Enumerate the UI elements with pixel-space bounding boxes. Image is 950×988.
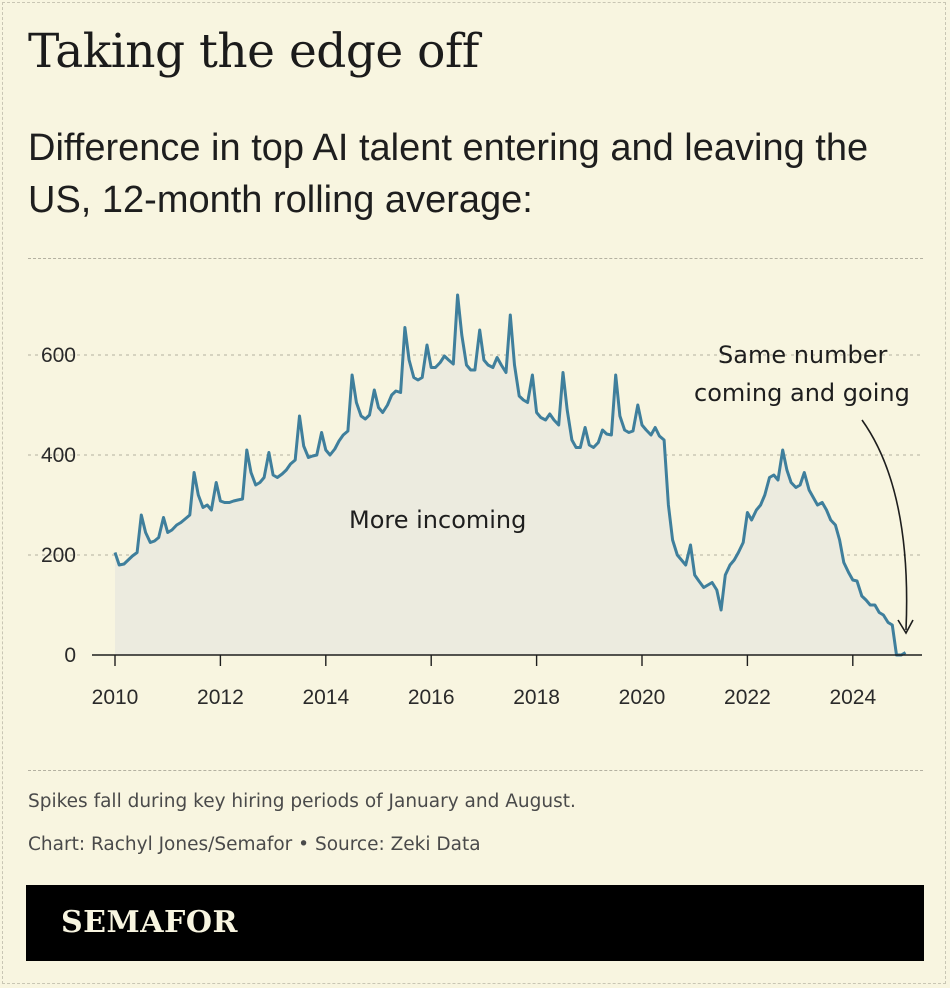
x-tick-label: 2014 [302,686,349,709]
footer-bar: SEMAFOR [26,885,924,961]
brand-logo: SEMAFOR [61,905,238,940]
headline: Taking the edge off [28,24,479,79]
y-tick-label: 600 [41,344,76,367]
chart-note: Spikes fall during key hiring periods of… [28,791,576,812]
area-fill [115,295,906,655]
callout-arrow [861,419,908,631]
y-tick-label: 400 [41,444,76,467]
x-tick-label: 2022 [724,686,771,709]
bottom-divider [28,770,923,771]
callout-line-2: coming and going [694,379,910,407]
area-annotation: More incoming [349,506,526,534]
callout-arrowhead [897,619,914,635]
top-divider [28,258,923,259]
subtitle: Difference in top AI talent entering and… [28,127,869,221]
x-tick-label: 2018 [513,686,560,709]
x-tick-label: 2016 [408,686,455,709]
chart-credit: Chart: Rachyl Jones/Semafor • Source: Ze… [28,834,481,855]
x-axis: 2010 2012 2014 2016 2018 2020 2022 2024 [92,654,922,709]
line-area-chart: 2010 2012 2014 2016 2018 2020 2022 2024 0 200 400… [28,293,922,709]
callout-line-1: Same number [718,341,888,369]
y-tick-label: 200 [41,544,76,567]
x-tick-label: 2010 [92,686,139,709]
x-tick-label: 2012 [197,686,244,709]
x-tick-label: 2024 [829,686,876,709]
y-tick-label: 0 [64,644,76,667]
x-tick-label: 2020 [619,686,666,709]
series-line [113,293,907,657]
y-axis: 0 200 400 600 [41,344,76,667]
